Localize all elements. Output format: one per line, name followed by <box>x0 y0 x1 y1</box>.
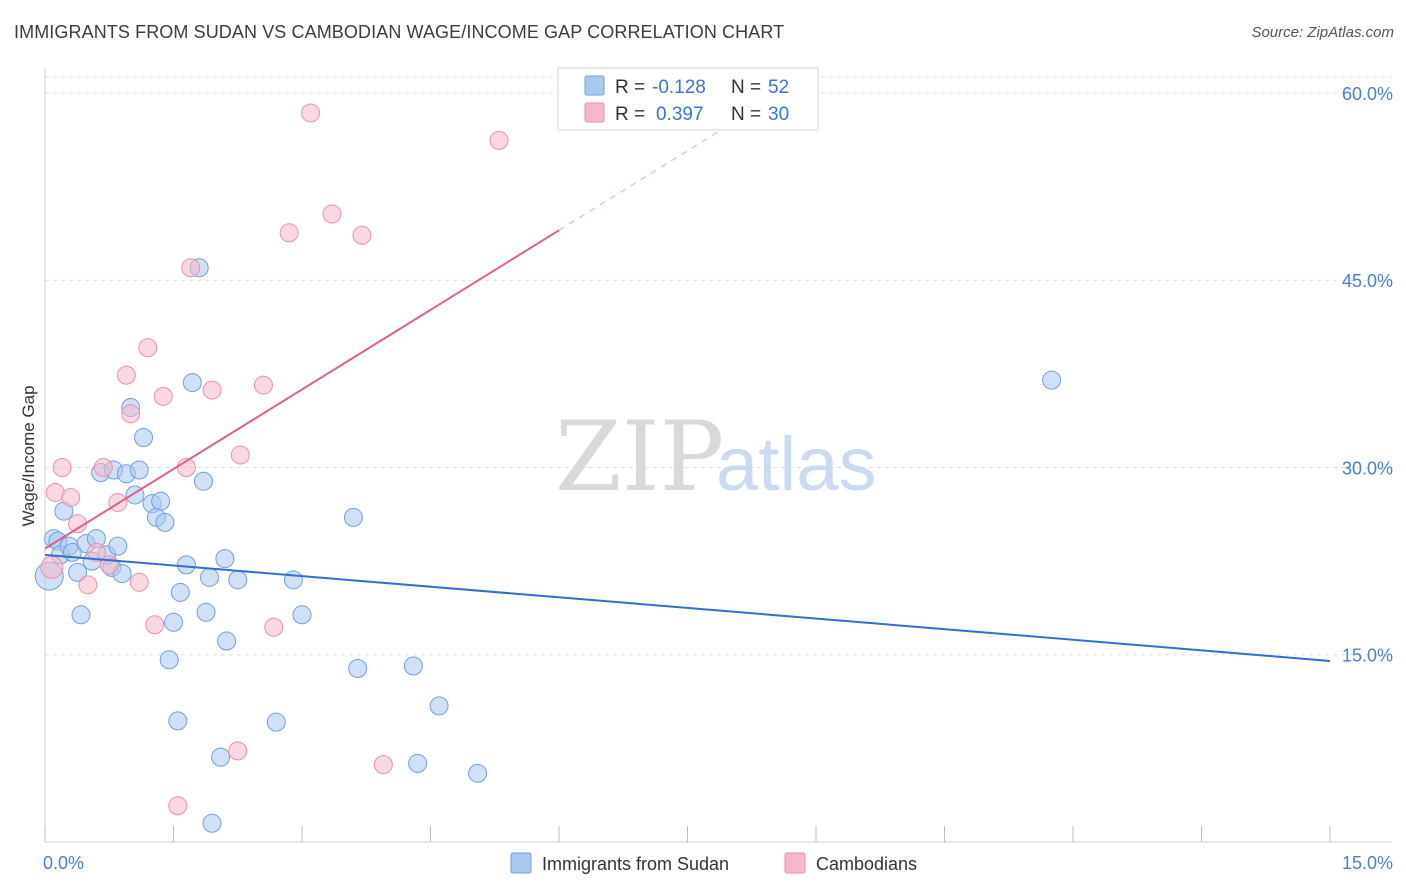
data-points <box>34 103 1062 833</box>
point-cambodians <box>153 386 173 406</box>
axes <box>44 68 1392 843</box>
point-sudan <box>168 711 188 731</box>
point-cambodians <box>121 404 141 424</box>
point-sudan <box>151 491 171 511</box>
point-sudan <box>108 536 128 556</box>
series-legend: Immigrants from Sudan Cambodians <box>510 852 917 874</box>
legend-r-label: R = <box>615 77 645 98</box>
trend-line-cambodians <box>44 229 560 550</box>
legend-n-label: N = <box>731 77 761 98</box>
point-cambodians <box>99 555 119 575</box>
point-cambodians <box>489 130 509 150</box>
x-tick-label: 0.0% <box>43 853 84 873</box>
point-sudan <box>134 428 154 448</box>
point-cambodians <box>86 542 106 562</box>
point-sudan <box>155 512 175 532</box>
point-cambodians <box>230 445 250 465</box>
point-sudan <box>348 658 368 678</box>
point-sudan <box>199 567 219 587</box>
legend-r-value: 0.397 <box>656 104 704 125</box>
point-cambodians <box>202 380 222 400</box>
source-label: Source: ZipAtlas.com <box>1251 24 1394 41</box>
point-cambodians <box>116 365 136 385</box>
point-sudan <box>159 650 179 670</box>
point-cambodians <box>61 487 81 507</box>
y-tick-label: 30.0% <box>1342 458 1393 478</box>
point-cambodians <box>301 103 321 123</box>
point-cambodians <box>129 572 149 592</box>
legend-n-label: N = <box>731 104 761 125</box>
point-sudan <box>228 570 248 590</box>
series-legend-label-sudan: Immigrants from Sudan <box>542 854 729 874</box>
point-sudan <box>71 605 91 625</box>
chart-title: IMMIGRANTS FROM SUDAN VS CAMBODIAN WAGE/… <box>14 22 785 42</box>
point-sudan <box>176 555 196 575</box>
y-tick-label: 45.0% <box>1342 271 1393 291</box>
legend-n-value: 52 <box>768 77 789 98</box>
point-cambodians <box>168 796 188 816</box>
y-tick-label: 60.0% <box>1342 84 1393 104</box>
point-sudan <box>283 570 303 590</box>
point-sudan <box>266 712 286 732</box>
point-cambodians <box>93 457 113 477</box>
legend-swatch-cambodians <box>584 102 605 123</box>
point-sudan <box>429 696 449 716</box>
y-axis-label: Wage/Income Gap <box>19 385 38 526</box>
point-cambodians <box>228 741 248 761</box>
x-tick-labels: 0.0% 15.0% <box>43 853 1393 873</box>
point-cambodians <box>78 575 98 595</box>
point-sudan <box>215 549 235 569</box>
series-legend-swatch-cambodians <box>784 852 806 874</box>
point-sudan <box>164 612 183 632</box>
point-cambodians <box>40 555 64 579</box>
point-sudan <box>193 471 213 491</box>
trend-line-cambodians-extension <box>558 123 731 231</box>
legend-r-value: -0.128 <box>652 77 706 98</box>
series-legend-label-cambodians: Cambodians <box>816 854 917 874</box>
stats-legend: R = -0.128 N = 52 R = 0.397 N = 30 <box>557 67 819 131</box>
grid-lines <box>45 76 1392 656</box>
x-tick-label: 15.0% <box>1342 853 1393 873</box>
trend-line-sudan <box>44 553 1331 662</box>
point-cambodians <box>373 755 393 775</box>
point-sudan <box>292 605 312 625</box>
trend-lines <box>44 123 1331 662</box>
watermark-zip: ZIP <box>555 401 724 513</box>
point-cambodians <box>138 338 158 358</box>
point-sudan <box>408 753 428 773</box>
point-sudan <box>182 373 202 393</box>
point-sudan <box>468 763 488 783</box>
point-cambodians <box>279 223 299 243</box>
point-sudan <box>129 460 149 480</box>
legend-swatch-sudan <box>584 75 605 96</box>
point-sudan <box>170 582 190 602</box>
point-cambodians <box>253 375 273 395</box>
point-cambodians <box>181 258 201 278</box>
point-sudan <box>202 813 222 833</box>
point-sudan <box>217 631 237 651</box>
watermark-atlas: atlas <box>716 422 877 507</box>
watermark: ZIP atlas <box>555 401 877 513</box>
y-tick-label: 15.0% <box>1342 646 1393 666</box>
point-sudan <box>211 747 231 767</box>
legend-n-value: 30 <box>768 104 789 125</box>
point-cambodians <box>322 204 342 224</box>
point-cambodians <box>52 457 72 477</box>
point-cambodians <box>145 615 165 635</box>
legend-r-label: R = <box>615 104 645 125</box>
point-cambodians <box>352 225 372 245</box>
point-cambodians <box>264 617 284 637</box>
point-sudan <box>68 562 88 582</box>
series-legend-swatch-sudan <box>510 852 532 874</box>
point-sudan <box>196 602 216 622</box>
point-sudan <box>1042 370 1062 390</box>
point-sudan <box>403 656 423 676</box>
y-tick-labels: 15.0% 30.0% 45.0% 60.0% <box>1342 84 1393 666</box>
point-sudan <box>343 507 363 527</box>
